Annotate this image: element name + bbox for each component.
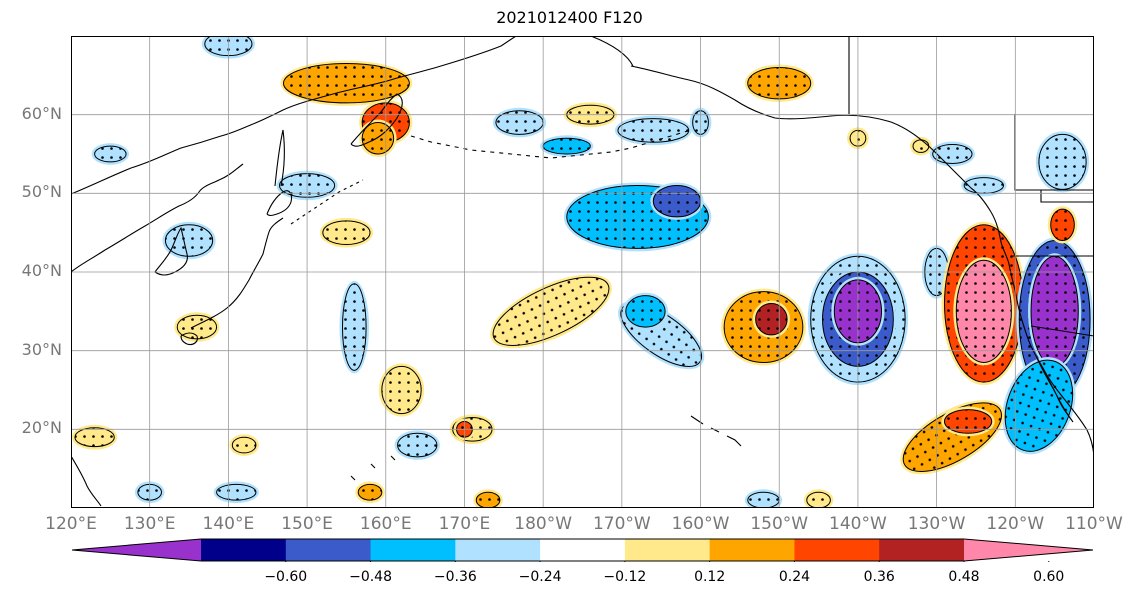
us-canada-border bbox=[1015, 189, 1094, 203]
map-canvas bbox=[71, 36, 1094, 508]
negative-anomaly-region bbox=[1028, 253, 1082, 370]
negative-anomaly-region bbox=[213, 481, 259, 504]
sakhalin bbox=[274, 129, 285, 187]
negative-anomaly-region bbox=[650, 182, 704, 220]
positive-anomaly-region bbox=[803, 489, 834, 508]
graticule bbox=[71, 36, 1094, 508]
negative-anomaly-region bbox=[492, 107, 547, 138]
colorbar-tick-label: −0.60 bbox=[264, 569, 308, 585]
positive-anomaly-region bbox=[752, 300, 791, 338]
japan-hokkaido bbox=[266, 190, 293, 217]
negative-anomaly-region bbox=[961, 174, 1007, 197]
alaska-coastline bbox=[630, 65, 992, 213]
map-title: 2021012400 F120 bbox=[496, 8, 643, 27]
japan-kyushu bbox=[180, 332, 198, 346]
colorbar-swatch bbox=[201, 539, 287, 561]
negative-anomaly-region bbox=[622, 292, 669, 331]
colorbar bbox=[71, 538, 1094, 562]
west-coast-north-america bbox=[990, 211, 1094, 457]
colorbar-swatch bbox=[285, 539, 372, 561]
us-mexico-border bbox=[1030, 325, 1094, 337]
negative-anomaly-region bbox=[339, 280, 370, 374]
longitude-label: 130°W bbox=[907, 514, 966, 534]
longitude-label: 170°W bbox=[592, 514, 651, 534]
colorbar-swatch bbox=[879, 539, 965, 561]
korea-peninsula bbox=[154, 226, 188, 276]
positive-anomaly-region bbox=[319, 217, 374, 248]
positive-anomaly-region bbox=[900, 400, 1005, 475]
philippines bbox=[71, 455, 102, 507]
colorbar-swatch bbox=[370, 539, 456, 561]
latitude-label: 20°N bbox=[21, 418, 62, 438]
colorbar-outline bbox=[71, 538, 1094, 562]
negative-anomaly-region bbox=[394, 430, 440, 460]
longitude-label: 150°W bbox=[750, 514, 809, 534]
positive-anomaly-region bbox=[280, 60, 413, 106]
negative-anomaly-region bbox=[929, 141, 976, 167]
baja-california bbox=[1036, 357, 1074, 423]
colorbar-tick-label: 0.60 bbox=[1033, 569, 1065, 585]
positive-anomaly-region bbox=[953, 257, 1015, 366]
longitude-label: 110°W bbox=[1065, 514, 1123, 534]
positive-anomaly-region bbox=[229, 434, 259, 456]
longitude-label: 160°E bbox=[359, 514, 412, 534]
longitude-label: 120°E bbox=[45, 514, 97, 534]
korea-china-coastline bbox=[71, 163, 244, 273]
colorbar-tick-label: 0.36 bbox=[863, 569, 895, 585]
longitude-label: 140°E bbox=[202, 514, 255, 534]
colorbar-swatch bbox=[624, 539, 711, 561]
colorbar-swatch bbox=[455, 539, 541, 561]
colorbar-tick-label: −0.48 bbox=[349, 569, 392, 585]
positive-anomaly-region bbox=[490, 274, 612, 349]
positive-anomaly-region bbox=[71, 424, 118, 450]
colorbar-tick-label: −0.24 bbox=[518, 569, 562, 585]
positive-anomaly-region bbox=[378, 363, 425, 417]
colorbar-swatch bbox=[964, 539, 1093, 561]
longitude-label: 180°W bbox=[514, 514, 573, 534]
latitude-label: 60°N bbox=[21, 103, 62, 123]
alaska-north-coast bbox=[590, 36, 634, 67]
longitude-label: 120°W bbox=[986, 514, 1045, 534]
longitude-label: 150°E bbox=[281, 514, 333, 534]
coastlines bbox=[71, 36, 1094, 507]
colorbar-tick-label: 0.12 bbox=[694, 569, 726, 585]
latitude-label: 50°N bbox=[21, 182, 62, 202]
colorbar-swatch bbox=[709, 539, 795, 561]
positive-anomaly-region bbox=[355, 481, 385, 504]
colorbar-swatch bbox=[794, 539, 880, 561]
aleutian-islands bbox=[410, 129, 692, 159]
map-panel bbox=[71, 36, 1094, 508]
japan-honshu bbox=[190, 217, 284, 329]
colorbar-tick-label: 0.48 bbox=[948, 569, 980, 585]
negative-anomaly-region bbox=[162, 221, 216, 260]
longitude-label: 140°W bbox=[829, 514, 887, 534]
negative-anomaly-region bbox=[1035, 131, 1090, 193]
positive-anomaly-region bbox=[1047, 206, 1078, 244]
hawaii-islands bbox=[690, 415, 742, 447]
negative-anomaly-region bbox=[540, 135, 594, 157]
colorbar-tick-label: 0.24 bbox=[778, 569, 811, 585]
longitude-label: 160°W bbox=[671, 514, 730, 534]
negative-anomaly-region bbox=[744, 489, 783, 508]
colorbar-swatch bbox=[540, 539, 626, 561]
colorbar-tick-label: −0.36 bbox=[433, 569, 477, 585]
kuril-islands bbox=[290, 179, 364, 225]
longitude-label: 130°E bbox=[123, 514, 176, 534]
latitude-label: 40°N bbox=[21, 261, 62, 280]
positive-anomaly-region bbox=[941, 406, 995, 437]
pacific-islands bbox=[350, 455, 396, 481]
latitude-label: 30°N bbox=[21, 339, 62, 359]
asia-coastline bbox=[71, 36, 517, 195]
longitude-label: 170°E bbox=[438, 514, 491, 534]
colorbar-swatch bbox=[72, 539, 201, 561]
colorbar-tick-label: −0.12 bbox=[603, 569, 647, 585]
positive-anomaly-region bbox=[473, 489, 503, 508]
negative-anomaly-region bbox=[91, 143, 130, 165]
